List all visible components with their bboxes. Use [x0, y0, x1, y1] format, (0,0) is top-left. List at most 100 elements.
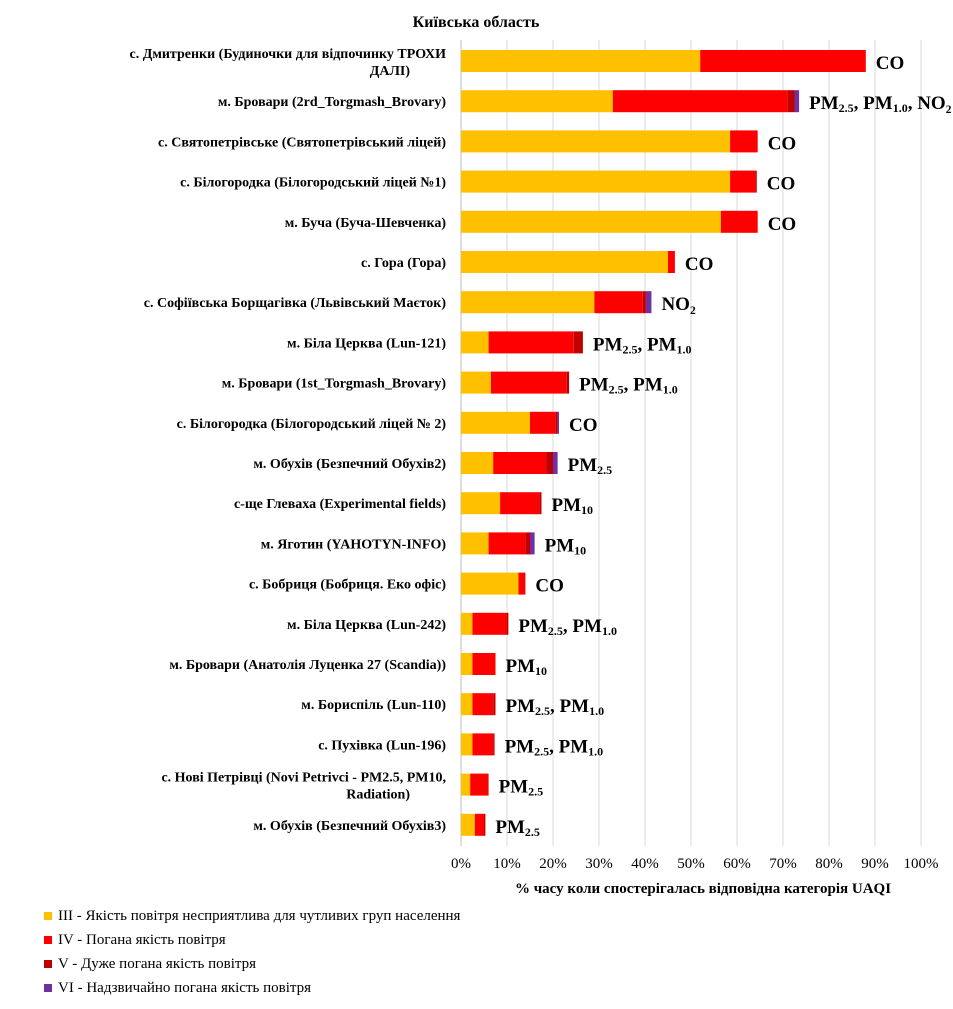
- bar-segment-5: [539, 492, 542, 515]
- category-label: м. Буча (Буча-Шевченка): [285, 216, 447, 231]
- bar-segment-3: [461, 411, 530, 434]
- gridlines: [460, 40, 922, 846]
- bar-segment-4: [668, 251, 675, 273]
- category-label: с-ще Глеваха (Experimental fields): [234, 497, 446, 512]
- bar-segment-3: [461, 170, 731, 193]
- bar-segment-6: [557, 411, 559, 434]
- pollutant-label: CO: [685, 254, 714, 275]
- category-label: с. Гора (Гора): [361, 256, 446, 271]
- bar-segment-4: [474, 813, 484, 836]
- bar-segment-4: [493, 452, 547, 474]
- category-label: с. Нові Петрівці (Novi Petrivci - PM2.5,…: [161, 771, 446, 803]
- x-tick-label: 60%: [723, 856, 751, 872]
- bar-segment-3: [461, 130, 731, 153]
- pollutant-annotations: CO PM2.5, PM1.0, NO₂ CO CO CO CO NO₂ PM2.5, PM1…: [495, 53, 951, 839]
- bar-segment-4: [472, 653, 496, 675]
- bar-segment-5: [755, 170, 757, 193]
- bar-segment-6: [794, 90, 800, 113]
- bar-segment-5: [642, 291, 646, 314]
- category-label: м. Бровари (2rd_Torgmash_Brovary): [218, 95, 446, 110]
- pollutant-label: PM2.5, PM1.0: [505, 736, 604, 758]
- category-label: м. Обухів (Безпечний Обухів3): [253, 819, 446, 834]
- chart-title: Київська область: [413, 14, 540, 31]
- legend-item-6: VI - Надзвичайно погана якість повітря: [44, 976, 460, 1000]
- pollutant-label: NO₂: [661, 294, 696, 315]
- category-label: с. Бобриця (Бобриця. Еко офіс): [249, 578, 446, 593]
- bar-segment-3: [461, 532, 489, 555]
- pollutant-label: PM2.5, PM1.0: [506, 696, 605, 718]
- x-axis-ticks: 0% 10% 20% 30% 40% 50% 60% 70% 80% 90% 100%: [451, 856, 939, 872]
- category-label: с. Святопетрівське (Святопетрівський ліц…: [158, 135, 446, 150]
- x-tick-label: 80%: [815, 856, 843, 872]
- x-tick-label: 50%: [677, 856, 705, 872]
- bar-segment-3: [461, 251, 668, 273]
- legend: III - Якість повітря несприятлива для чу…: [44, 904, 460, 1000]
- pollutant-label: CO: [535, 576, 564, 597]
- legend-item-4: IV - Погана якість повітря: [44, 928, 460, 952]
- legend-swatch: [44, 960, 52, 968]
- bar-segment-5: [555, 411, 558, 434]
- bar-segment-4: [472, 733, 494, 756]
- bar-segment-4: [500, 492, 540, 515]
- stacked-bar-chart: Київська область 0% 10% 20% 30% 40% 50% 60% 70%…: [129, 14, 951, 897]
- bar-segment-3: [461, 693, 473, 716]
- bar-segment-5: [493, 693, 496, 716]
- category-label: м. Бориспіль (Lun-110): [301, 698, 446, 713]
- pollutant-label: PM2.5: [499, 777, 544, 799]
- category-label: м. Бровари (Анатолія Луценка 27 (Scandia…: [169, 658, 446, 673]
- category-label: с. Софіївська Борщагівка (Львівський Має…: [144, 296, 447, 311]
- legend-swatch: [44, 984, 52, 992]
- category-label: с. Білогородка (Білогородський ліцей №1): [180, 176, 446, 191]
- bar-segment-3: [461, 50, 701, 72]
- legend-label: VI - Надзвичайно погана якість повітря: [58, 979, 312, 996]
- bar-segment-4: [518, 572, 526, 595]
- legend-swatch: [44, 936, 52, 944]
- category-label: с. Пухівка (Lun-196): [318, 738, 446, 753]
- category-label: м. Бровари (1st_Torgmash_Brovary): [222, 377, 447, 392]
- x-tick-label: 20%: [539, 856, 567, 872]
- pollutant-label: PM2.5: [568, 455, 613, 477]
- bar-segment-4: [488, 532, 526, 555]
- category-label: с. Білогородка (Білогородський ліцей № 2…: [177, 417, 447, 432]
- legend-label: IV - Погана якість повітря: [58, 931, 226, 948]
- bar-segment-4: [472, 693, 494, 716]
- category-label: м. Обухів (Безпечний Обухів2): [253, 457, 446, 472]
- bar-segment-5: [566, 371, 570, 394]
- legend-swatch: [44, 912, 52, 920]
- x-tick-label: 90%: [861, 856, 889, 872]
- pollutant-label: CO: [768, 133, 797, 154]
- category-label: с. Дмитренки (Будиночки для відпочинку Т…: [129, 47, 446, 79]
- bar-segment-6: [645, 291, 652, 314]
- bar-segment-4: [594, 291, 643, 314]
- bar-segment-3: [461, 371, 491, 394]
- pollutant-label: PM2.5, PM1.0: [518, 616, 617, 638]
- pollutant-label: PM10: [506, 656, 548, 678]
- bar-segment-5: [507, 612, 509, 635]
- bar-segment-3: [461, 331, 489, 354]
- bar-segment-3: [461, 210, 721, 233]
- bar-segment-5: [546, 452, 553, 474]
- pollutant-label: PM2.5, PM1.0: [593, 334, 692, 356]
- bar-segment-4: [730, 130, 758, 153]
- category-label: м. Біла Церква (Lun-242): [287, 618, 446, 633]
- x-tick-label: 10%: [493, 856, 521, 872]
- x-tick-label: 40%: [631, 856, 659, 872]
- category-label: м. Яготин (YAHOTYN-INFO): [261, 537, 447, 552]
- category-label: м. Біла Церква (Lun-121): [287, 336, 446, 351]
- bar-segment-3: [461, 492, 501, 515]
- pollutant-label: CO: [876, 53, 905, 74]
- x-tick-label: 100%: [904, 856, 939, 872]
- bar-segment-4: [488, 331, 574, 354]
- bar-segment-3: [461, 291, 595, 314]
- bar-segment-3: [461, 90, 613, 113]
- x-tick-label: 70%: [769, 856, 797, 872]
- bar-segment-4: [472, 612, 507, 635]
- bar-segment-6: [530, 532, 535, 555]
- bar-segment-5: [573, 331, 583, 354]
- bar-segment-4: [530, 411, 556, 434]
- bar-segment-3: [461, 813, 475, 836]
- bar-segment-3: [461, 653, 473, 675]
- pollutant-label: CO: [768, 214, 797, 235]
- bar-segment-4: [490, 371, 567, 394]
- bar-segment-3: [461, 452, 494, 474]
